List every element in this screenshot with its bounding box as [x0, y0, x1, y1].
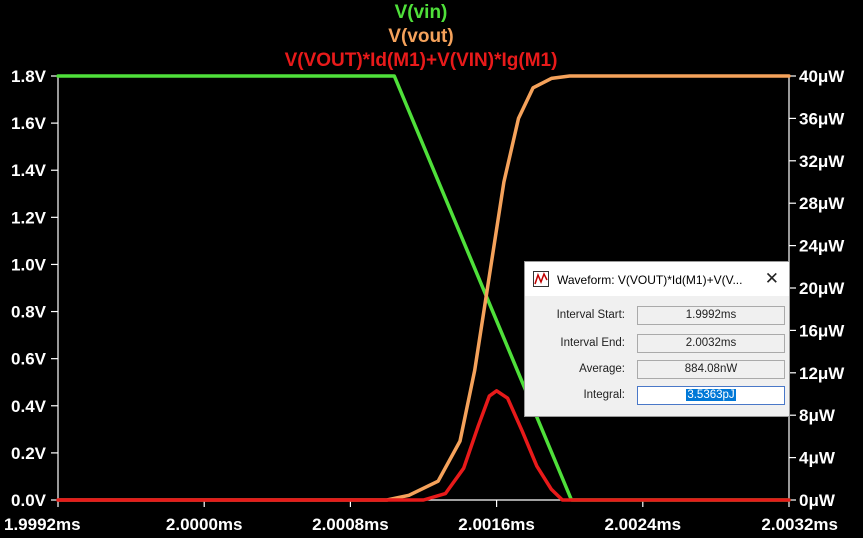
time-tick-label: 2.0024ms — [605, 515, 682, 534]
left-tick-label: 1.4V — [11, 161, 47, 180]
right-tick-label: 24μW — [799, 237, 845, 256]
left-tick-label: 1.0V — [11, 255, 47, 274]
interval-start-field[interactable]: 1.9992ms — [637, 306, 785, 325]
close-icon[interactable]: ✕ — [764, 269, 779, 288]
left-tick-label: 1.6V — [11, 114, 47, 133]
legend-power[interactable]: V(VOUT)*Id(M1)+V(VIN)*Ig(M1) — [284, 50, 558, 71]
average-field[interactable]: 884.08nW — [637, 360, 785, 379]
legend-vin[interactable]: V(vin) — [394, 2, 448, 23]
time-tick-label: 2.0032ms — [761, 515, 838, 534]
interval-end-label: Interval End: — [560, 337, 625, 349]
time-axis: 1.9992ms 2.0000ms 2.0008ms 2.0016ms 2.0024ms… — [4, 499, 838, 534]
left-tick-label: 0.4V — [11, 397, 47, 416]
right-tick-label: 36μW — [799, 109, 845, 128]
left-tick-label: 0.2V — [11, 444, 47, 463]
left-tick-label: 0.6V — [11, 350, 47, 369]
left-axis: 0.0V 0.2V 0.4V 0.6V 0.8V 1.0V 1.2V 1.4V 1.6V 1.8V — [11, 67, 59, 510]
left-tick-label: 0.0V — [11, 491, 47, 510]
right-tick-label: 12μW — [799, 364, 845, 383]
right-axis: 0μW 4μW 8μW 12μW 16μW 20μW 24μW 28μW 32μW 36μW 40μ… — [788, 67, 845, 510]
dialog-titlebar[interactable]: Waveform: V(VOUT)*Id(M1)+V(V... ✕ — [525, 262, 789, 296]
average-label: Average: — [579, 363, 625, 375]
integral-label: Integral: — [583, 389, 625, 401]
integral-value-selected: 3.5363pJ — [686, 389, 736, 401]
waveform-icon — [533, 271, 549, 287]
right-tick-label: 32μW — [799, 152, 845, 171]
time-tick-label: 1.9992ms — [4, 515, 81, 534]
time-tick-label: 2.0016ms — [458, 515, 535, 534]
left-tick-label: 1.8V — [11, 67, 47, 86]
left-tick-label: 0.8V — [11, 303, 47, 322]
interval-end-field[interactable]: 2.0032ms — [637, 334, 785, 353]
trace-power[interactable] — [56, 389, 791, 502]
left-tick-label: 1.2V — [11, 208, 47, 227]
dialog-title: Waveform: V(VOUT)*Id(M1)+V(V... — [557, 273, 743, 287]
traces — [56, 74, 791, 502]
trace-vout[interactable] — [56, 74, 791, 502]
time-tick-label: 2.0000ms — [166, 515, 243, 534]
right-tick-label: 4μW — [799, 449, 836, 468]
right-tick-label: 8μW — [799, 406, 836, 425]
right-tick-label: 28μW — [799, 194, 845, 213]
waveform-dialog: Waveform: V(VOUT)*Id(M1)+V(V... ✕ Interv… — [524, 261, 790, 417]
right-tick-label: 0μW — [799, 491, 836, 510]
time-tick-label: 2.0008ms — [312, 515, 389, 534]
integral-field[interactable]: 3.5363pJ — [637, 386, 785, 405]
right-tick-label: 16μW — [799, 321, 845, 340]
right-tick-label: 40μW — [799, 67, 845, 86]
legend-vout[interactable]: V(vout) — [388, 26, 454, 47]
interval-start-label: Interval Start: — [556, 309, 625, 321]
right-tick-label: 20μW — [799, 279, 845, 298]
